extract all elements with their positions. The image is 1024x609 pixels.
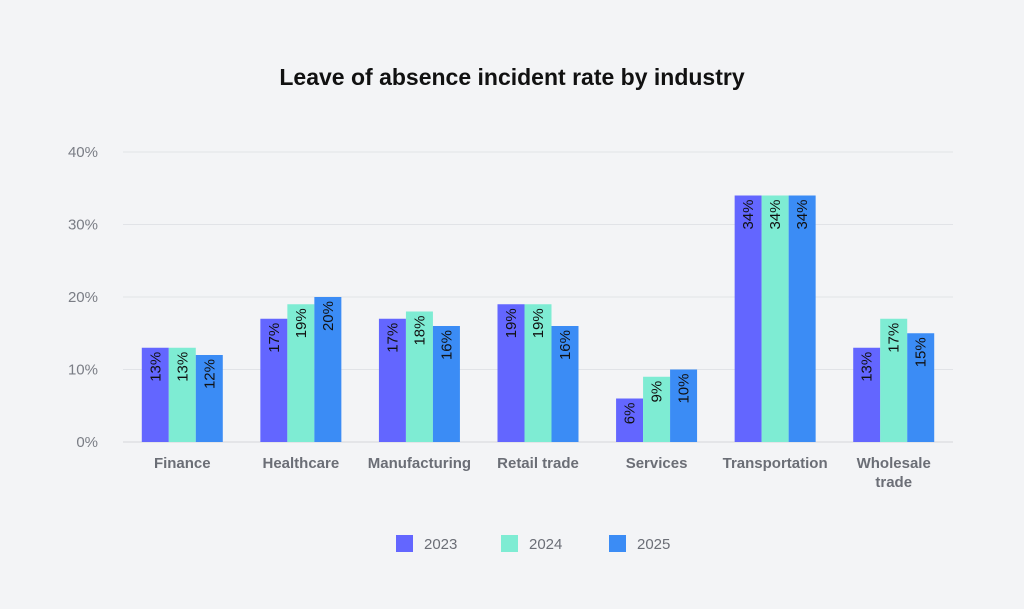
legend-label: 2024 bbox=[529, 536, 562, 553]
x-tick-label: Transportation bbox=[723, 455, 828, 472]
legend-swatch-2025 bbox=[609, 535, 626, 552]
data-label: 34% bbox=[740, 200, 757, 230]
x-tick-label: Healthcare bbox=[262, 455, 339, 472]
bar-2025 bbox=[195, 355, 223, 442]
data-label: 13% bbox=[859, 352, 876, 382]
data-label: 19% bbox=[530, 308, 547, 338]
x-tick-label: trade bbox=[875, 474, 912, 491]
bar-2024 bbox=[405, 311, 433, 442]
chart-title: Leave of absence incident rate by indust… bbox=[279, 64, 745, 90]
data-label: 20% bbox=[320, 301, 337, 331]
x-tick-label: Finance bbox=[154, 455, 211, 472]
bar-2024 bbox=[524, 304, 552, 442]
data-label: 34% bbox=[794, 200, 811, 230]
bar-2023 bbox=[497, 304, 525, 442]
bar-2024 bbox=[287, 304, 315, 442]
bar-2025 bbox=[670, 369, 698, 442]
bar-2024 bbox=[168, 347, 196, 442]
bar-2025 bbox=[432, 326, 460, 442]
y-tick-label: 40% bbox=[68, 144, 98, 161]
bar-2024 bbox=[643, 376, 671, 442]
data-label: 19% bbox=[503, 308, 520, 338]
bar-2025 bbox=[788, 195, 816, 442]
data-label: 18% bbox=[411, 316, 428, 346]
data-label: 10% bbox=[676, 374, 693, 404]
data-label: 13% bbox=[174, 352, 191, 382]
x-tick-label: Services bbox=[626, 455, 688, 472]
data-label: 15% bbox=[913, 337, 930, 367]
bar-2023 bbox=[378, 318, 406, 442]
y-tick-label: 20% bbox=[68, 289, 98, 306]
legend-swatch-2024 bbox=[501, 535, 518, 552]
data-label: 12% bbox=[201, 359, 218, 389]
y-tick-label: 10% bbox=[68, 362, 98, 379]
data-label: 9% bbox=[649, 381, 666, 403]
y-tick-label: 30% bbox=[68, 217, 98, 234]
data-label: 6% bbox=[622, 403, 639, 425]
bar-2023 bbox=[853, 347, 881, 442]
bar-2025 bbox=[551, 326, 579, 442]
data-label: 17% bbox=[886, 323, 903, 353]
data-label: 17% bbox=[384, 323, 401, 353]
bar-2023 bbox=[260, 318, 288, 442]
data-label: 34% bbox=[767, 200, 784, 230]
bar-2023 bbox=[616, 398, 644, 442]
legend-label: 2023 bbox=[424, 536, 457, 553]
legend-label: 2025 bbox=[637, 536, 670, 553]
y-tick-label: 0% bbox=[76, 434, 98, 451]
data-label: 16% bbox=[557, 330, 574, 360]
x-tick-label: Wholesale bbox=[857, 455, 931, 472]
bar-2025 bbox=[907, 333, 935, 442]
data-label: 19% bbox=[293, 308, 310, 338]
x-tick-label: Manufacturing bbox=[368, 455, 471, 472]
data-label: 16% bbox=[438, 330, 455, 360]
data-label: 17% bbox=[266, 323, 283, 353]
bar-2023 bbox=[734, 195, 762, 442]
legend-swatch-2023 bbox=[396, 535, 413, 552]
data-label: 13% bbox=[147, 352, 164, 382]
bar-2025 bbox=[314, 297, 342, 442]
bar-2024 bbox=[880, 318, 908, 442]
bar-2023 bbox=[141, 347, 169, 442]
bar-2024 bbox=[761, 195, 789, 442]
x-tick-label: Retail trade bbox=[497, 455, 579, 472]
